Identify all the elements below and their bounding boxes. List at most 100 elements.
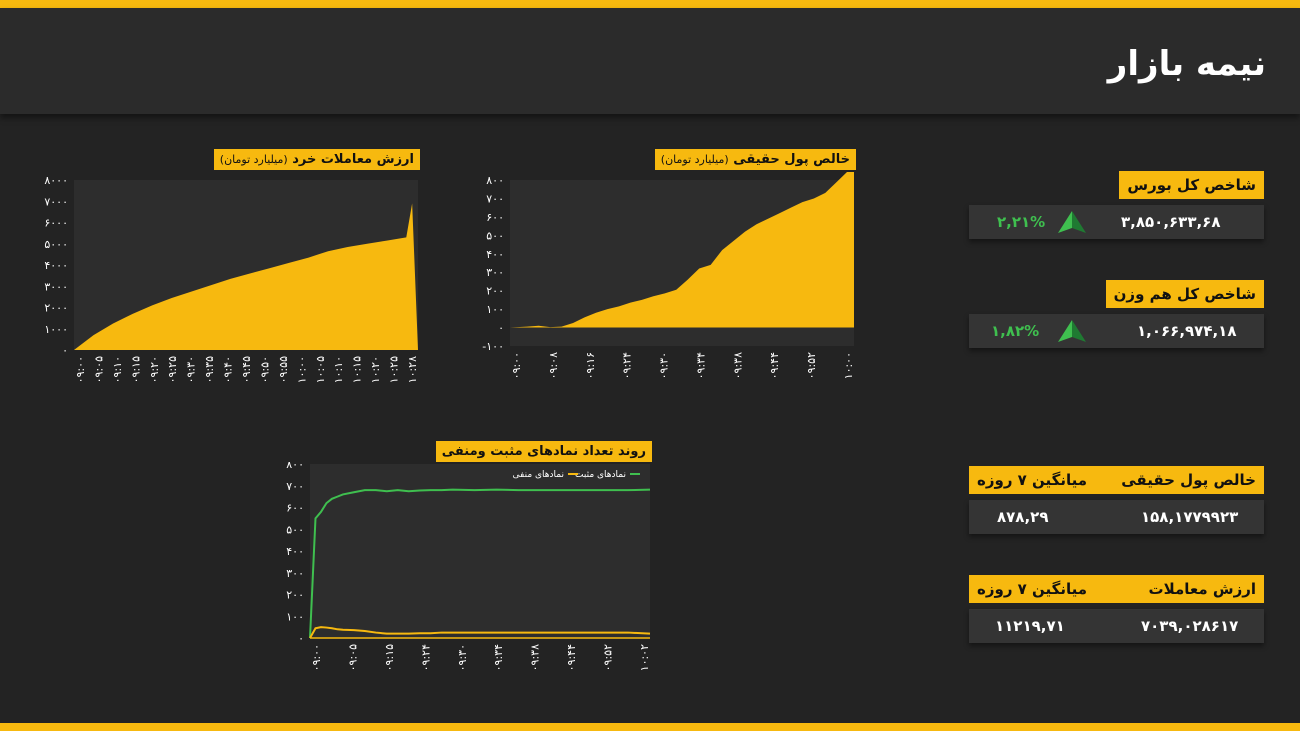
x-tick-label: ۰۹:۳۴ <box>694 352 707 379</box>
x-tick-label: ۱۰:۲۰ <box>369 356 382 383</box>
total-index-change: ۲,۲۱% <box>997 213 1046 231</box>
line-series <box>309 488 651 639</box>
real-money-value: ۱۵۸,۱۷۷۹۹۲۳ <box>1141 508 1239 526</box>
real-money-chart: ۸۰۰ ۷۰۰ ۶۰۰ ۵۰۰ ۴۰۰ ۳۰۰ ۲۰۰ ۱۰۰ ۰ -۱۰۰ ۰۹:۰۰ ۰۹:۰۸ ۰… <box>482 172 855 379</box>
y-tick-label: ۷۰۰ <box>286 480 304 493</box>
symbols-trend-chart: ۸۰۰ ۷۰۰ ۶۰۰ ۵۰۰ ۴۰۰ ۳۰۰ ۲۰۰ ۱۰۰ ۰ ۰۹:۰۰ ۰۹:۰۵ ۰۹:۱۵… <box>286 462 651 671</box>
x-tick-label: ۰۹:۳۸ <box>529 644 542 671</box>
trade-value-avg-label: میانگین ۷ روزه <box>977 580 1088 598</box>
x-tick-label: ۰۹:۰۰ <box>74 356 87 383</box>
y-tick-label: ۳۰۰ <box>286 567 304 580</box>
x-tick-label: ۱۰:۰۲ <box>638 644 651 671</box>
y-tick-label: ۲۰۰ <box>286 589 304 602</box>
area-series <box>74 203 418 350</box>
x-tick-label: ۰۹:۳۰ <box>658 352 671 379</box>
total-index-label: شاخص کل بورس <box>1119 171 1264 199</box>
y-tick-label: ۸۰۰۰ <box>44 174 68 187</box>
x-tick-label: ۰۹:۳۸ <box>731 352 744 379</box>
x-tick-label: ۰۹:۵۲ <box>602 644 615 671</box>
total-index-value: ۳,۸۵۰,۶۳۳,۶۸ <box>1121 213 1221 231</box>
realmoney-chart-title-text: خالص پول حقیقی <box>733 152 850 167</box>
line-series <box>309 626 651 639</box>
equal-index-value: ۱,۰۶۶,۹۷۴,۱۸ <box>1137 322 1237 340</box>
y-tick-label: ۸۰۰ <box>486 174 504 187</box>
x-tick-label: ۰۹:۴۴ <box>565 644 578 671</box>
x-tick-label: ۰۹:۳۴ <box>492 644 505 671</box>
area-series <box>510 172 854 328</box>
y-tick-label: ۴۰۰۰ <box>44 259 68 272</box>
x-tick-label: ۱۰:۱۵ <box>351 356 364 383</box>
equal-index-box: ۱,۸۲% ۱,۰۶۶,۹۷۴,۱۸ <box>969 314 1264 348</box>
realmoney-chart-unit: (میلیارد تومان) <box>660 153 729 166</box>
retail-chart-unit: (میلیارد تومان) <box>219 153 288 166</box>
x-tick-label: ۰۹:۵۰ <box>258 356 271 383</box>
up-arrow-icon <box>1058 320 1086 342</box>
x-tick-label: ۰۹:۰۰ <box>510 352 523 379</box>
equal-index-change: ۱,۸۲% <box>991 322 1040 340</box>
x-tick-label: ۰۹:۵۵ <box>277 356 290 383</box>
x-tick-label: ۰۹:۴۵ <box>240 356 253 383</box>
y-tick-label: ۳۰۰۰ <box>44 280 68 293</box>
retail-chart-title-text: ارزش معاملات خرد <box>292 152 414 167</box>
x-tick-label: ۰۹:۱۵ <box>129 356 142 383</box>
x-tick-label: ۰۹:۰۰ <box>310 644 323 671</box>
x-tick-label: ۰۹:۳۰ <box>456 644 469 671</box>
y-tick-label: ۲۰۰ <box>486 285 504 298</box>
y-tick-label: ۲۰۰۰ <box>44 302 68 315</box>
x-tick-label: ۰۹:۲۴ <box>419 644 432 671</box>
real-money-box: ۸۷۸,۲۹ ۱۵۸,۱۷۷۹۹۲۳ <box>969 500 1264 534</box>
real-money-header: خالص پول حقیقی میانگین ۷ روزه <box>969 466 1264 494</box>
y-tick-label: ۳۰۰ <box>486 266 504 279</box>
page-title: نیمه بازار <box>1107 44 1266 84</box>
x-tick-label: ۰۹:۲۴ <box>621 352 634 379</box>
x-tick-label: ۰۹:۰۵ <box>92 356 105 383</box>
symbols-chart-title: روند تعداد نمادهای مثبت ومنفی <box>435 441 652 462</box>
trade-value-avg-value: ۱۱۲۱۹,۷۱ <box>995 617 1065 635</box>
y-tick-label: ۰ <box>498 322 504 335</box>
y-tick-label: ۴۰۰ <box>286 545 304 558</box>
retail-chart-title: ارزش معاملات خرد (میلیارد تومان) <box>213 149 420 170</box>
x-tick-label: ۰۹:۱۵ <box>383 644 396 671</box>
legend-label: نمادهای مثبت <box>575 470 626 480</box>
y-tick-label: ۶۰۰ <box>286 502 304 515</box>
equal-index-label: شاخص کل هم وزن <box>1105 280 1264 308</box>
x-tick-label: ۰۹:۵۲ <box>805 352 818 379</box>
real-money-avg-value: ۸۷۸,۲۹ <box>997 508 1049 526</box>
x-tick-label: ۰۹:۲۵ <box>166 356 179 383</box>
symbols-chart-title-text: روند تعداد نمادهای مثبت ومنفی <box>441 444 646 459</box>
x-tick-label: ۰۹:۰۸ <box>547 352 560 379</box>
total-index-box: ۲,۲۱% ۳,۸۵۰,۶۳۳,۶۸ <box>969 205 1264 239</box>
x-tick-label: ۰۹:۰۵ <box>346 644 359 671</box>
real-money-label: خالص پول حقیقی <box>1121 471 1256 489</box>
y-tick-label: ۶۰۰ <box>486 211 504 224</box>
real-money-avg-label: میانگین ۷ روزه <box>977 471 1088 489</box>
trade-value-box: ۱۱۲۱۹,۷۱ ۷۰۳۹,۰۲۸۶۱۷ <box>969 609 1264 643</box>
x-tick-label: ۱۰:۰۰ <box>295 356 308 383</box>
y-tick-label: ۷۰۰ <box>486 192 504 205</box>
realmoney-chart-title: خالص پول حقیقی (میلیارد تومان) <box>654 149 856 170</box>
y-tick-label: ۰ <box>298 632 304 645</box>
legend-label: نمادهای منفی <box>513 470 564 480</box>
y-tick-label: ۱۰۰۰ <box>44 323 68 336</box>
x-tick-label: ۰۹:۳۵ <box>203 356 216 383</box>
x-tick-label: ۱۰:۱۰ <box>332 356 345 383</box>
x-tick-label: ۰۹:۱۶ <box>584 352 597 379</box>
x-tick-label: ۰۹:۲۰ <box>148 356 161 383</box>
plot-area <box>310 464 650 638</box>
trade-value-value: ۷۰۳۹,۰۲۸۶۱۷ <box>1141 617 1239 635</box>
y-tick-label: ۶۰۰۰ <box>44 217 68 230</box>
bottom-accent-stripe <box>0 723 1300 731</box>
x-tick-label: ۱۰:۲۵ <box>388 356 401 383</box>
up-arrow-icon <box>1058 211 1086 233</box>
x-tick-label: ۰۹:۴۴ <box>768 352 781 379</box>
x-tick-label: ۰۹:۴۰ <box>222 356 235 383</box>
y-tick-label: ۵۰۰۰ <box>44 238 68 251</box>
y-tick-label: ۸۰۰ <box>286 462 304 471</box>
trade-value-header: ارزش معاملات میانگین ۷ روزه <box>969 575 1264 603</box>
x-tick-label: ۰۹:۳۰ <box>185 356 198 383</box>
x-tick-label: ۱۰:۲۸ <box>406 356 419 383</box>
page-header: نیمه بازار <box>0 8 1300 114</box>
y-tick-label: ۵۰۰ <box>286 523 304 536</box>
top-accent-stripe <box>0 0 1300 8</box>
x-tick-label: ۰۹:۱۰ <box>111 356 124 383</box>
